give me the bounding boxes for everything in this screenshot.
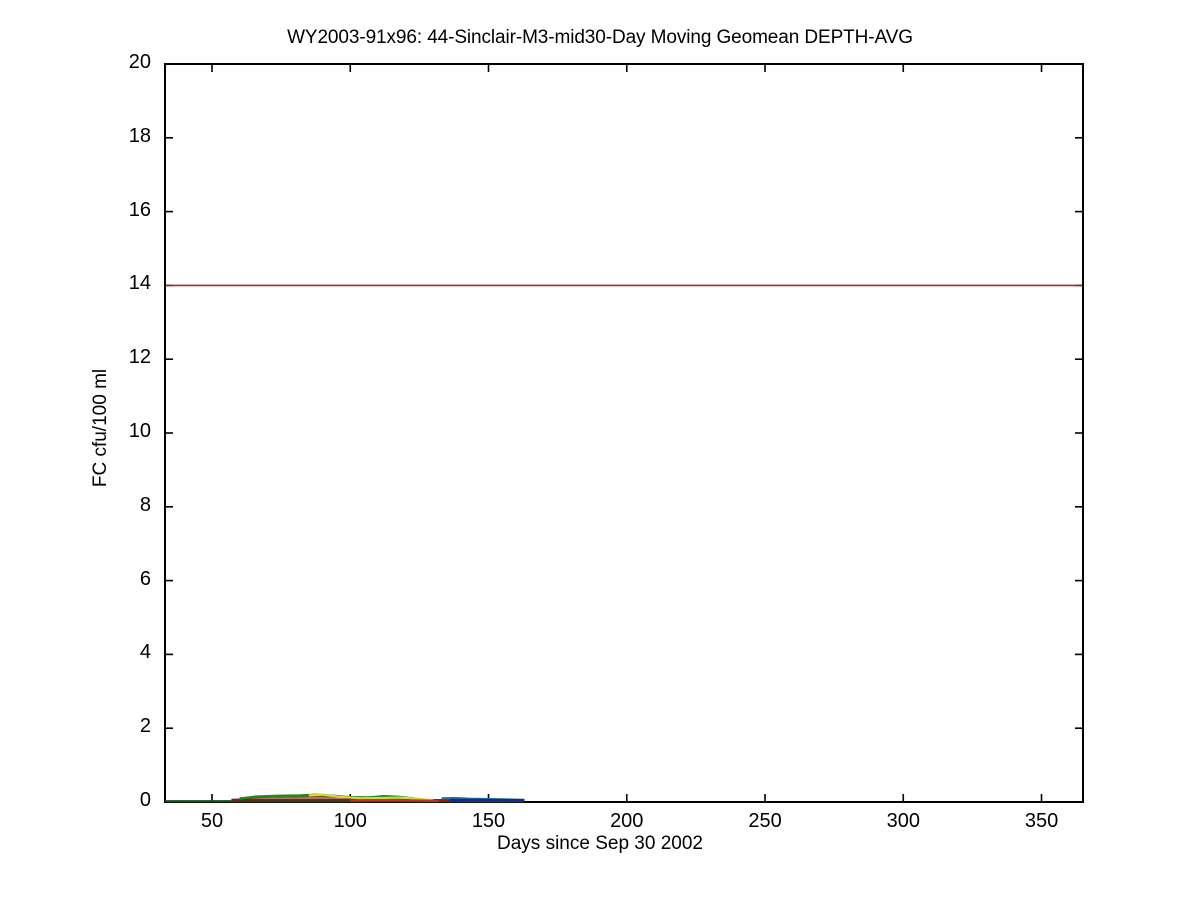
data-series-series-yellow xyxy=(308,793,434,802)
x-axis-label: Days since Sep 30 2002 xyxy=(497,833,703,854)
x-tick-label: 300 xyxy=(886,810,920,832)
y-tick-label: 12 xyxy=(128,346,151,369)
y-tick-label: 18 xyxy=(128,124,151,147)
y-tick-label: 6 xyxy=(139,567,151,590)
x-tick-label: 200 xyxy=(610,810,644,832)
x-tick-label: 250 xyxy=(748,810,782,832)
x-tick-label: 50 xyxy=(200,810,224,832)
y-tick-label: 8 xyxy=(139,493,151,516)
y-tick-label: 14 xyxy=(128,272,151,295)
axes-box xyxy=(164,63,1084,803)
data-series-series-red-thin xyxy=(350,799,439,802)
chart-title: WY2003-91x96: 44-Sinclair-M3-mid30-Day M… xyxy=(287,27,913,48)
y-tick-label: 0 xyxy=(139,789,151,811)
data-series-layer xyxy=(165,793,525,803)
y-tick-label: 4 xyxy=(139,641,151,664)
y-tick-label: 2 xyxy=(139,715,151,738)
y-tick-label: 20 xyxy=(128,51,151,73)
axes-frame xyxy=(164,63,1084,803)
x-tick-label: 150 xyxy=(471,810,506,832)
x-tick-label: 350 xyxy=(1024,810,1059,832)
tick-marks xyxy=(165,63,1083,803)
y-tick-label: 10 xyxy=(128,420,151,442)
x-tick-label: 100 xyxy=(333,810,367,832)
y-tick-label: 16 xyxy=(128,198,151,221)
